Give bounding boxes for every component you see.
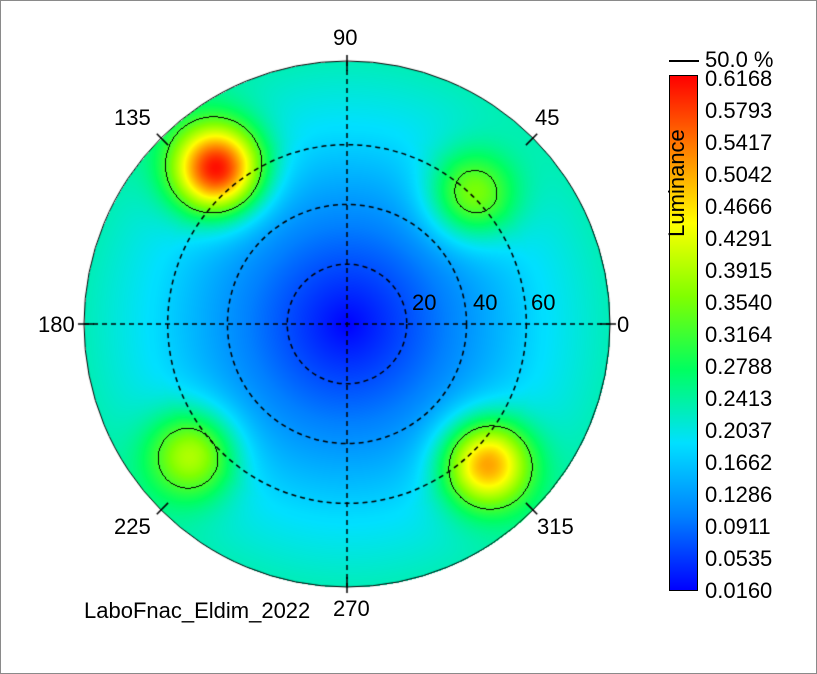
colorbar-tick-label: 0.5793 [705,98,773,123]
colorbar-title: Luminance [664,129,689,237]
colorbar-tick-label: 0.2413 [705,386,773,411]
measurement-source-label: LaboFnac_Eldim_2022 [84,598,311,623]
colorbar-tick-label: 0.2788 [705,354,773,379]
colorbar-tick-label: 0.5042 [705,162,773,187]
colorbar-tick-label: 0.4291 [705,226,773,251]
azimuth-label-135: 135 [114,105,151,130]
colorbar-tick-label: 0.0911 [705,514,771,539]
radial-label-60: 60 [531,290,556,315]
colorbar-tick-label: 0.3540 [705,290,773,315]
azimuth-label-45: 45 [535,105,560,130]
azimuth-label-180: 180 [38,312,75,337]
colorbar-tick-label: 0.4666 [705,194,773,219]
contour-key-line [669,60,699,62]
colorbar-tick-label: 0.5417 [705,130,773,155]
colorbar-tick-label: 0.0535 [705,546,773,571]
colorbar [669,75,698,591]
azimuth-label-90: 90 [333,25,358,50]
contour-level-label: 50.0 % [705,47,774,72]
radial-label-40: 40 [473,290,498,315]
colorbar-tick-label: 0.3164 [705,322,773,347]
colorbar-tick-label: 0.2037 [705,418,773,443]
azimuth-label-225: 225 [114,514,151,539]
colorbar-tick-label: 0.1286 [705,482,773,507]
azimuth-label-315: 315 [537,514,574,539]
azimuth-label-0: 0 [617,312,630,337]
azimuth-label-270: 270 [333,596,370,621]
colorbar-tick-label: 0.1662 [705,450,773,475]
colorbar-tick-label: 0.6168 [705,66,773,91]
colorbar-tick-label: 0.3915 [705,258,773,283]
radial-label-20: 20 [412,290,437,315]
colorbar-tick-label: 0.0160 [705,578,773,603]
